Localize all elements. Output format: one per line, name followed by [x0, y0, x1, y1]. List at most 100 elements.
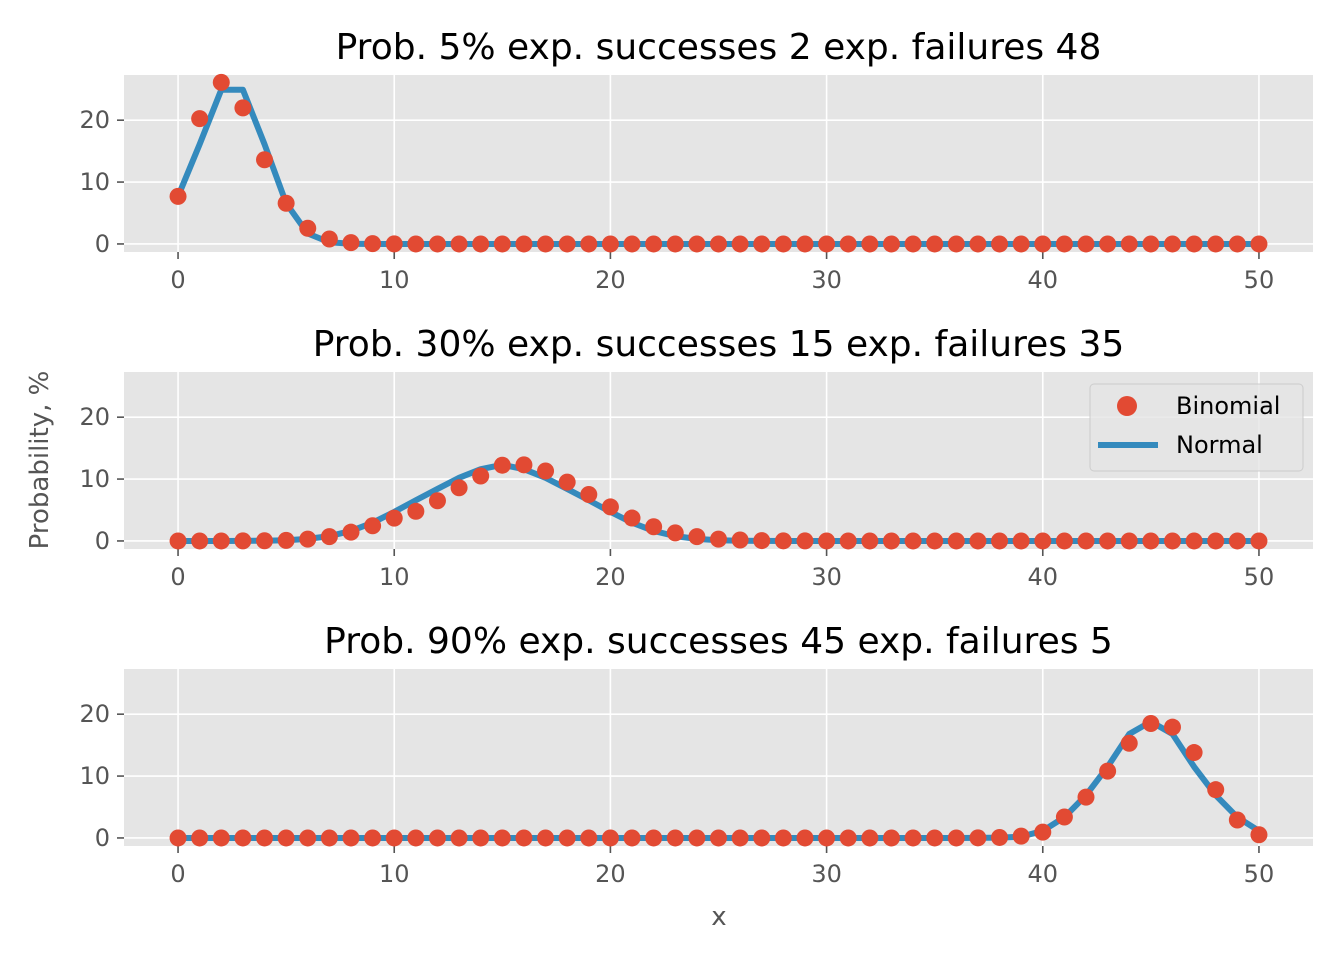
binomial-point	[839, 829, 857, 847]
binomial-point	[515, 829, 533, 847]
binomial-point	[991, 532, 1009, 550]
binomial-point	[580, 829, 598, 847]
binomial-point	[623, 829, 641, 847]
binomial-point	[666, 235, 684, 253]
binomial-point	[169, 532, 187, 550]
binomial-point	[1142, 235, 1160, 253]
binomial-point	[818, 532, 836, 550]
binomial-point	[1207, 235, 1225, 253]
binomial-point	[1207, 532, 1225, 550]
x-tick-label: 20	[595, 266, 626, 294]
subplot-1: 0 10 20 30 40 50 0 10 20 Prob. 5% exp. successes …	[79, 27, 1313, 294]
binomial-point	[991, 235, 1009, 253]
binomial-point	[882, 532, 900, 550]
binomial-point	[558, 235, 576, 253]
x-tick-label: 40	[1027, 266, 1058, 294]
binomial-point	[753, 235, 771, 253]
binomial-point	[1142, 714, 1160, 732]
binomial-point	[818, 829, 836, 847]
binomial-point	[580, 235, 598, 253]
legend-marker-binomial	[1117, 396, 1137, 416]
x-axis-label: x	[711, 902, 726, 932]
binomial-point	[774, 532, 792, 550]
binomial-point	[234, 829, 252, 847]
binomial-point	[645, 235, 663, 253]
x-tick-label: 50	[1244, 266, 1275, 294]
binomial-point	[1185, 744, 1203, 762]
binomial-point	[234, 532, 252, 550]
binomial-point	[969, 235, 987, 253]
binomial-point	[191, 532, 209, 550]
binomial-point	[299, 530, 317, 548]
binomial-point	[1055, 235, 1073, 253]
binomial-point	[904, 235, 922, 253]
y-tick-label: 10	[79, 168, 110, 196]
binomial-point	[407, 502, 425, 520]
binomial-point	[256, 829, 274, 847]
x-tick-label: 20	[595, 860, 626, 888]
x-tick-label: 10	[379, 860, 410, 888]
legend-label-binomial: Binomial	[1176, 392, 1280, 420]
subplot-title: Prob. 5% exp. successes 2 exp. failures …	[336, 27, 1102, 68]
binomial-point	[1077, 235, 1095, 253]
binomial-point	[623, 509, 641, 527]
binomial-point	[1185, 532, 1203, 550]
binomial-point	[753, 829, 771, 847]
binomial-point	[299, 219, 317, 237]
y-tick-label: 10	[79, 762, 110, 790]
binomial-point	[450, 829, 468, 847]
x-tick-label: 10	[379, 563, 410, 591]
binomial-point	[1055, 808, 1073, 826]
binomial-point	[342, 234, 360, 252]
binomial-point	[212, 532, 230, 550]
legend-label-normal: Normal	[1176, 431, 1263, 459]
binomial-point	[277, 194, 295, 212]
binomial-point	[1099, 762, 1117, 780]
binomial-point	[623, 235, 641, 253]
binomial-point	[1120, 235, 1138, 253]
binomial-point	[342, 523, 360, 541]
plot-area	[124, 75, 1313, 252]
binomial-point	[1099, 235, 1117, 253]
binomial-point	[688, 829, 706, 847]
binomial-point	[385, 509, 403, 527]
binomial-point	[493, 829, 511, 847]
binomial-point	[666, 524, 684, 542]
y-tick-label: 20	[79, 403, 110, 431]
binomial-point	[537, 829, 555, 847]
binomial-point	[731, 829, 749, 847]
y-axis-label: Probability, %	[25, 371, 55, 550]
binomial-point	[169, 829, 187, 847]
y-tick-label: 0	[95, 824, 110, 852]
binomial-point	[277, 829, 295, 847]
y-tick-label: 20	[79, 106, 110, 134]
binomial-point	[753, 532, 771, 550]
x-tick-label: 40	[1027, 860, 1058, 888]
binomial-point	[1185, 235, 1203, 253]
binomial-point	[991, 828, 1009, 846]
binomial-point	[256, 151, 274, 169]
binomial-point	[645, 829, 663, 847]
y-tick-label: 20	[79, 700, 110, 728]
y-tick-label: 10	[79, 465, 110, 493]
binomial-point	[537, 462, 555, 480]
binomial-point	[926, 235, 944, 253]
binomial-point	[169, 187, 187, 205]
binomial-point	[191, 829, 209, 847]
binomial-point	[472, 467, 490, 485]
binomial-point	[688, 235, 706, 253]
binomial-point	[839, 235, 857, 253]
binomial-point	[774, 829, 792, 847]
binomial-point	[926, 532, 944, 550]
binomial-point	[947, 235, 965, 253]
binomial-point	[537, 235, 555, 253]
binomial-point	[1012, 532, 1030, 550]
binomial-point	[472, 829, 490, 847]
binomial-point	[493, 456, 511, 474]
binomial-point	[688, 528, 706, 546]
subplot-title: Prob. 90% exp. successes 45 exp. failure…	[324, 621, 1113, 662]
x-tick-label: 0	[170, 266, 185, 294]
binomial-point	[969, 829, 987, 847]
binomial-point	[1163, 235, 1181, 253]
